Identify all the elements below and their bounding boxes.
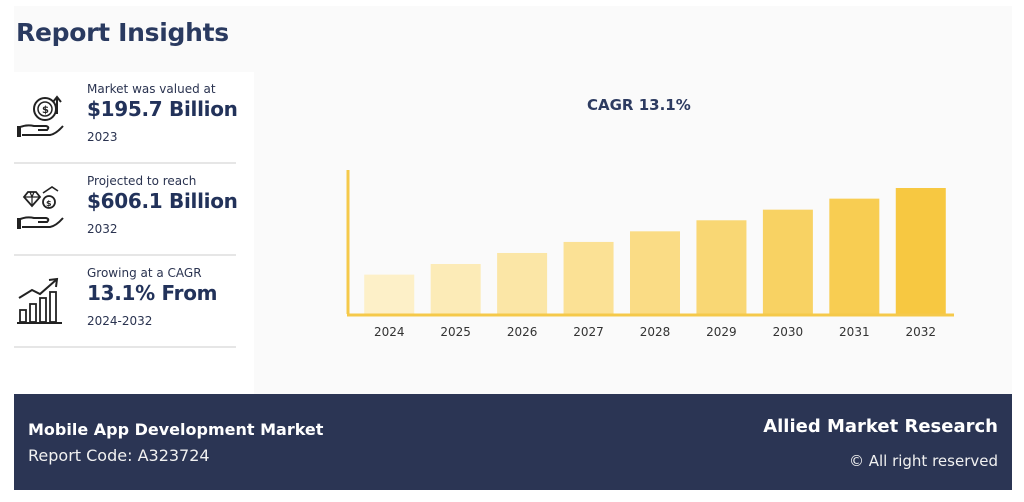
bar-2026 — [497, 252, 548, 314]
money-hand-icon: $ — [17, 95, 64, 137]
bar-2027 — [563, 241, 614, 314]
insight-label: Market was valued at — [87, 82, 216, 96]
insight-label: Projected to reach — [87, 174, 197, 188]
report-card: Report Insights $ Market was valued at $… — [14, 6, 1012, 490]
diamond-coin-hand-icon: $ — [17, 186, 64, 229]
copyright-text: © All right reserved — [848, 452, 998, 470]
x-tick-label: 2026 — [507, 325, 538, 339]
chart-svg: 2024 2025 2026 2027 2028 2029 2030 2031 2032 — [346, 170, 954, 339]
growth-chart-icon — [17, 277, 62, 324]
x-tick-label: 2024 — [374, 325, 405, 339]
insight-value: $195.7 Billion — [87, 97, 238, 121]
bar-2031 — [829, 198, 880, 314]
insight-value: $606.1 Billion — [87, 189, 238, 213]
insight-cagr: Growing at a CAGR 13.1% From 2024-2032 — [14, 256, 236, 348]
market-name: Mobile App Development Market — [28, 420, 324, 439]
insights-panel: $ Market was valued at $195.7 Billion 20… — [14, 72, 254, 394]
x-tick-label: 2031 — [839, 325, 870, 339]
svg-text:$: $ — [42, 105, 49, 116]
insight-value: 13.1% From — [87, 281, 218, 305]
x-tick-label: 2030 — [773, 325, 804, 339]
x-tick-label: 2027 — [573, 325, 604, 339]
x-tick-label: 2032 — [906, 325, 937, 339]
x-tick-label: 2025 — [440, 325, 471, 339]
bar-2025 — [430, 263, 481, 314]
page-title: Report Insights — [16, 18, 229, 47]
chart-title: CAGR 13.1% — [587, 96, 691, 114]
insight-year: 2023 — [87, 130, 118, 144]
insight-market-value: $ Market was valued at $195.7 Billion 20… — [14, 72, 238, 164]
bar-2030 — [762, 209, 813, 314]
brand-name: Allied Market Research — [763, 416, 998, 437]
x-tick-label: 2028 — [640, 325, 671, 339]
bar-2024 — [364, 274, 415, 314]
x-tick-label: 2029 — [706, 325, 737, 339]
svg-text:$: $ — [46, 199, 52, 208]
bar-2029 — [696, 220, 747, 314]
insight-year: 2024-2032 — [87, 314, 153, 328]
insight-label: Growing at a CAGR — [87, 266, 202, 280]
report-code: Report Code: A323724 — [28, 446, 210, 465]
footer-bar: Mobile App Development Market Report Cod… — [14, 394, 1012, 490]
insight-year: 2032 — [87, 222, 118, 236]
bar-2032 — [895, 188, 946, 314]
bar-chart: CAGR 13.1% 2024 2025 2026 2027 2028 2029 2030 2… — [334, 86, 974, 356]
insight-projected-value: $ Projected to reach $606.1 Billion 2032 — [14, 164, 238, 256]
bar-2028 — [630, 231, 680, 314]
